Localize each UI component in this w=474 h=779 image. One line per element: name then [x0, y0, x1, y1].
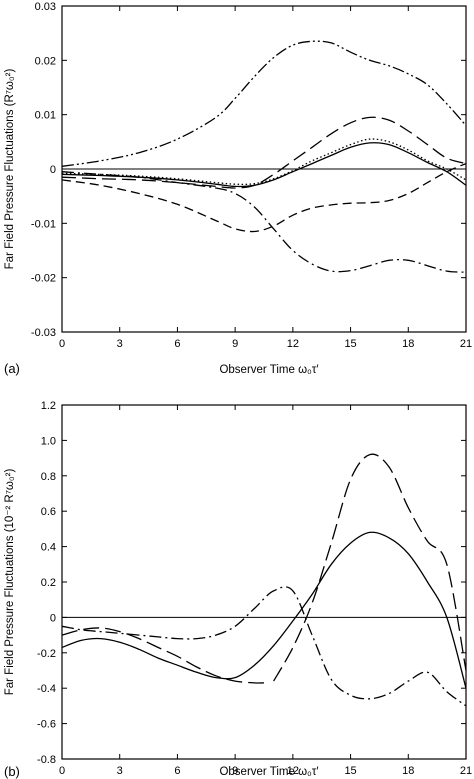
x-tick-label: 3 — [117, 765, 123, 777]
y-tick-label: 1.0 — [41, 435, 56, 447]
series-line-dash-dot — [61, 586, 467, 707]
series-line-solid — [61, 531, 467, 689]
x-tick-label: 0 — [59, 338, 65, 350]
y-tick-label: -0.8 — [37, 754, 56, 766]
y-axis-label: Far Field Pressure Fluctuations (10⁻² R⁷… — [4, 469, 16, 696]
x-tick-label: 6 — [174, 765, 180, 777]
y-tick-label: 0 — [50, 164, 56, 176]
plot-frame — [61, 404, 467, 760]
y-tick-label: 0.8 — [41, 471, 56, 483]
series-line-long-dash-2 — [273, 453, 467, 682]
y-axis-label: Far Field Pressure Fluctuations (R⁷ω₀²) — [4, 68, 16, 269]
x-axis-label: Observer Time ω₀τ′ — [219, 766, 318, 778]
x-tick-label: 15 — [344, 765, 356, 777]
x-tick-label: 21 — [460, 338, 472, 350]
series-line-solid — [61, 142, 467, 188]
x-tick-label: 18 — [402, 765, 414, 777]
y-tick-label: -0.01 — [31, 218, 56, 230]
y-tick-label: 1.2 — [41, 400, 56, 412]
x-tick-label: 15 — [344, 338, 356, 350]
x-axis-label: Observer Time ω₀τ′ — [219, 364, 318, 376]
panel-label: (b) — [4, 764, 20, 779]
x-tick-label: 9 — [232, 338, 238, 350]
chart-panel-b: 0 3 6 9 12 15 18 21 -0.8 -0.6 -0.4 -0.2 0 0.2 0.4 0.6 0.… — [4, 400, 472, 779]
series-line-dotted — [61, 138, 467, 186]
series-line-dash-dot-dot — [61, 40, 467, 167]
x-tick-label: 21 — [460, 765, 472, 777]
x-tick-label: 12 — [287, 338, 299, 350]
series-line-short-dash — [61, 162, 467, 233]
x-tick-label: 3 — [117, 338, 123, 350]
x-tick-label: 12 — [287, 765, 299, 777]
panel-label: (a) — [4, 361, 20, 376]
y-tick-label: 0.02 — [35, 55, 56, 67]
y-tick-label: 0 — [50, 612, 56, 624]
x-tick-label: 18 — [402, 338, 414, 350]
y-tick-label: -0.02 — [31, 273, 56, 285]
y-tick-label: -0.4 — [37, 683, 56, 695]
y-tick-label: 0.4 — [41, 542, 56, 554]
x-tick-label: 9 — [232, 765, 238, 777]
y-tick-label: 0.03 — [35, 1, 56, 13]
y-tick-label: 0.01 — [35, 110, 56, 122]
series-line-long-dash — [61, 116, 467, 189]
y-tick-label: -0.2 — [37, 648, 56, 660]
chart-panel-a: 0 3 6 9 12 15 18 21 -0.03 -0.02 -0.01 0 0.01 0.02 0.03… — [4, 1, 472, 376]
series-line-long-dash-1 — [61, 627, 265, 684]
y-tick-label: -0.03 — [31, 327, 56, 339]
series-line-dash-dot — [61, 171, 467, 273]
y-tick-label: 0.2 — [41, 577, 56, 589]
x-tick-label: 6 — [174, 338, 180, 350]
y-tick-label: -0.6 — [37, 719, 56, 731]
y-tick-label: 0.6 — [41, 506, 56, 518]
x-tick-label: 0 — [59, 765, 65, 777]
